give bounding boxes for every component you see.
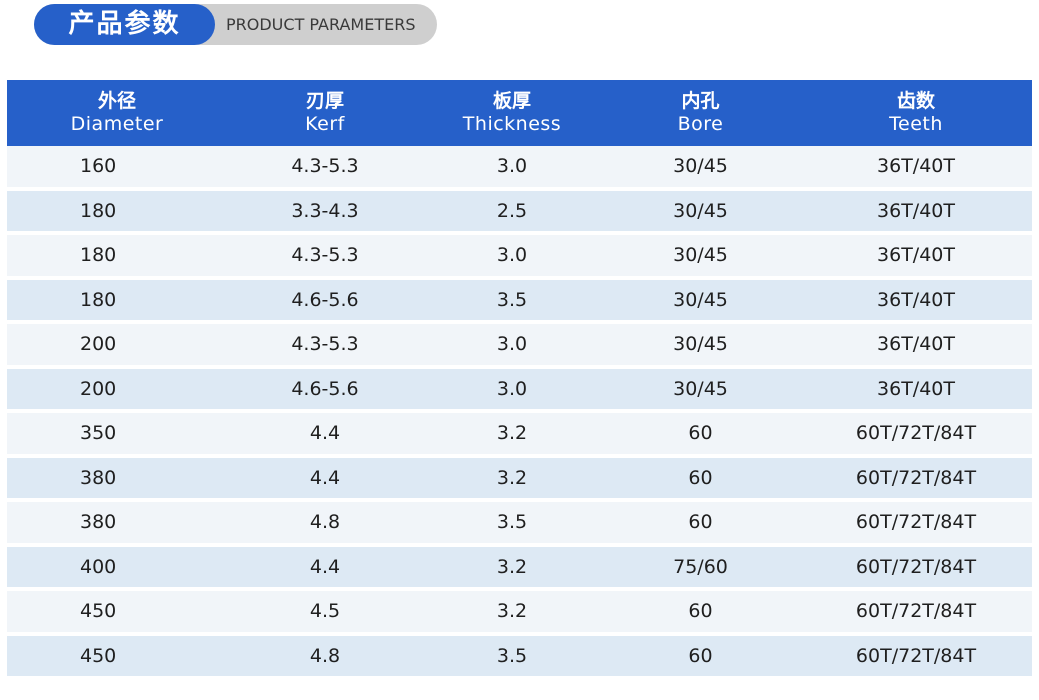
table-header: 外径 Diameter 刃厚 Kerf 板厚 Thickness 内孔 Bore…	[7, 80, 1032, 146]
cell-kerf: 4.4	[227, 455, 423, 502]
cell-bore: 75/60	[601, 544, 800, 591]
cell-kerf: 4.4	[227, 411, 423, 458]
table-row: 450 4.8 3.5 60 60T/72T/84T	[7, 633, 1032, 680]
cell-diameter: 200	[7, 322, 227, 369]
cell-diameter: 400	[7, 544, 227, 591]
table-row: 400 4.4 3.2 75/60 60T/72T/84T	[7, 544, 1032, 591]
cell-teeth: 36T/40T	[800, 366, 1032, 413]
cell-kerf: 3.3-4.3	[227, 188, 423, 235]
cell-thickness: 3.2	[423, 544, 601, 591]
cell-kerf: 4.8	[227, 500, 423, 547]
cell-diameter: 380	[7, 455, 227, 502]
cell-kerf: 4.3-5.3	[227, 146, 423, 191]
header-bore: 内孔 Bore	[601, 80, 800, 146]
product-parameters-table: 外径 Diameter 刃厚 Kerf 板厚 Thickness 内孔 Bore…	[7, 80, 1032, 680]
header-thickness-en: Thickness	[462, 113, 562, 135]
cell-thickness: 2.5	[423, 188, 601, 235]
header-teeth-cn: 齿数	[896, 90, 935, 112]
cell-thickness: 3.0	[423, 366, 601, 413]
cell-bore: 60	[601, 633, 800, 680]
cell-kerf: 4.6-5.6	[227, 366, 423, 413]
header-thickness: 板厚 Thickness	[423, 80, 601, 146]
cell-bore: 30/45	[601, 322, 800, 369]
table-row: 180 4.3-5.3 3.0 30/45 36T/40T	[7, 233, 1032, 280]
cell-teeth: 36T/40T	[800, 188, 1032, 235]
header-bore-en: Bore	[677, 113, 724, 135]
cell-bore: 60	[601, 589, 800, 636]
cell-bore: 30/45	[601, 366, 800, 413]
cell-diameter: 180	[7, 188, 227, 235]
cell-bore: 30/45	[601, 188, 800, 235]
cell-kerf: 4.3-5.3	[227, 322, 423, 369]
table-row: 200 4.6-5.6 3.0 30/45 36T/40T	[7, 366, 1032, 413]
cell-diameter: 200	[7, 366, 227, 413]
cell-bore: 60	[601, 411, 800, 458]
cell-teeth: 60T/72T/84T	[800, 589, 1032, 636]
cell-thickness: 3.2	[423, 589, 601, 636]
cell-diameter: 380	[7, 500, 227, 547]
cell-bore: 30/45	[601, 146, 800, 191]
header-teeth: 齿数 Teeth	[800, 80, 1032, 146]
header-diameter-en: Diameter	[70, 113, 164, 135]
cell-thickness: 3.5	[423, 500, 601, 547]
table-row: 450 4.5 3.2 60 60T/72T/84T	[7, 589, 1032, 636]
table-row: 180 3.3-4.3 2.5 30/45 36T/40T	[7, 188, 1032, 235]
cell-diameter: 450	[7, 589, 227, 636]
header-bore-cn: 内孔	[681, 90, 720, 112]
cell-teeth: 60T/72T/84T	[800, 500, 1032, 547]
table-row: 350 4.4 3.2 60 60T/72T/84T	[7, 411, 1032, 458]
table-body: 160 4.3-5.3 3.0 30/45 36T/40T 180 3.3-4.3 2.5 30…	[7, 146, 1032, 680]
cell-thickness: 3.5	[423, 277, 601, 324]
header-kerf-en: Kerf	[305, 113, 345, 135]
cell-thickness: 3.0	[423, 146, 601, 191]
cell-teeth: 60T/72T/84T	[800, 544, 1032, 591]
cell-bore: 60	[601, 455, 800, 502]
cell-diameter: 450	[7, 633, 227, 680]
cell-teeth: 60T/72T/84T	[800, 455, 1032, 502]
cell-teeth: 60T/72T/84T	[800, 633, 1032, 680]
cell-kerf: 4.6-5.6	[227, 277, 423, 324]
cell-teeth: 60T/72T/84T	[800, 411, 1032, 458]
header-diameter: 外径 Diameter	[7, 80, 227, 146]
banner-title-cn: 产品参数	[68, 9, 181, 39]
header-row: 外径 Diameter 刃厚 Kerf 板厚 Thickness 内孔 Bore…	[7, 80, 1032, 146]
table-row: 200 4.3-5.3 3.0 30/45 36T/40T	[7, 322, 1032, 369]
cell-kerf: 4.5	[227, 589, 423, 636]
cell-thickness: 3.0	[423, 322, 601, 369]
header-thickness-cn: 板厚	[492, 90, 531, 112]
cell-diameter: 160	[7, 146, 227, 191]
header-kerf: 刃厚 Kerf	[227, 80, 423, 146]
table-row: 380 4.4 3.2 60 60T/72T/84T	[7, 455, 1032, 502]
cell-kerf: 4.4	[227, 544, 423, 591]
table-row: 380 4.8 3.5 60 60T/72T/84T	[7, 500, 1032, 547]
cell-diameter: 180	[7, 233, 227, 280]
cell-thickness: 3.0	[423, 233, 601, 280]
cell-teeth: 36T/40T	[800, 322, 1032, 369]
cell-thickness: 3.2	[423, 411, 601, 458]
banner-title-pill	[34, 4, 215, 45]
cell-thickness: 3.2	[423, 455, 601, 502]
cell-bore: 30/45	[601, 233, 800, 280]
cell-bore: 60	[601, 500, 800, 547]
header-kerf-cn: 刃厚	[305, 90, 344, 112]
table-row: 180 4.6-5.6 3.5 30/45 36T/40T	[7, 277, 1032, 324]
table-row: 160 4.3-5.3 3.0 30/45 36T/40T	[7, 146, 1032, 191]
cell-bore: 30/45	[601, 277, 800, 324]
cell-teeth: 36T/40T	[800, 146, 1032, 191]
cell-teeth: 36T/40T	[800, 277, 1032, 324]
cell-diameter: 180	[7, 277, 227, 324]
header-diameter-cn: 外径	[97, 90, 136, 112]
cell-diameter: 350	[7, 411, 227, 458]
cell-kerf: 4.8	[227, 633, 423, 680]
cell-kerf: 4.3-5.3	[227, 233, 423, 280]
cell-teeth: 36T/40T	[800, 233, 1032, 280]
cell-thickness: 3.5	[423, 633, 601, 680]
banner-title-en: PRODUCT PARAMETERS	[226, 15, 416, 34]
section-banner: 产品参数 PRODUCT PARAMETERS	[34, 4, 437, 45]
header-teeth-en: Teeth	[889, 113, 943, 135]
